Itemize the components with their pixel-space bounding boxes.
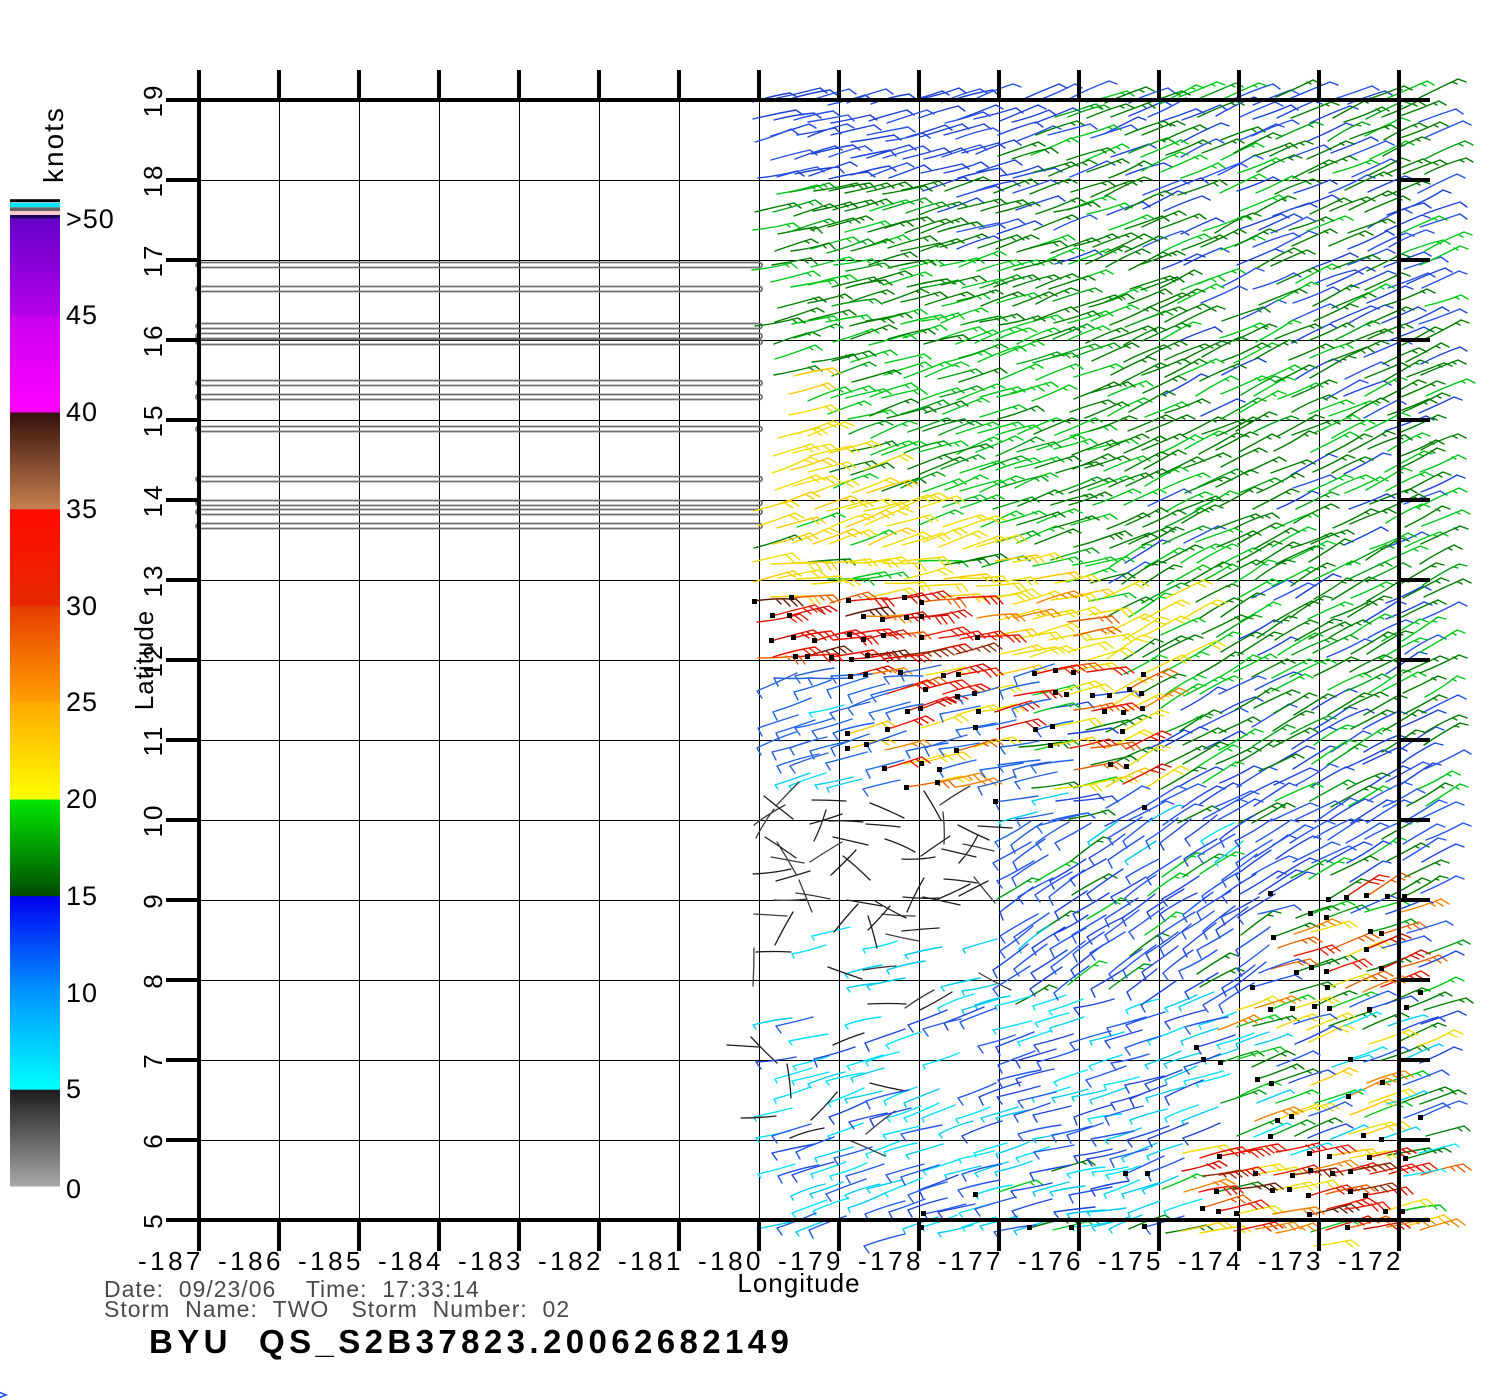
- svg-text:14: 14: [138, 483, 168, 518]
- svg-text:-187: -187: [138, 1246, 204, 1276]
- svg-text:17: 17: [138, 243, 168, 278]
- svg-text:-181: -181: [618, 1246, 684, 1276]
- svg-text:16: 16: [138, 323, 168, 358]
- svg-text:0: 0: [66, 1174, 82, 1204]
- svg-text:35: 35: [66, 494, 98, 524]
- svg-text:25: 25: [66, 687, 98, 717]
- svg-text:40: 40: [66, 397, 98, 427]
- svg-text:18: 18: [138, 163, 168, 198]
- svg-text:5: 5: [138, 1211, 168, 1228]
- svg-text:Storm Name: TWO Storm Num: Storm Name: TWO Storm Number: 02: [104, 1296, 570, 1322]
- svg-text:-172: -172: [1338, 1246, 1404, 1276]
- svg-text:15: 15: [66, 881, 98, 911]
- svg-text:-182: -182: [538, 1246, 604, 1276]
- svg-text:45: 45: [66, 300, 98, 330]
- svg-text:15: 15: [138, 403, 168, 438]
- svg-text:Date: 09/23/06 Time: 17:3: Date: 09/23/06 Time: 17:33:14: [104, 1276, 480, 1302]
- svg-text:-186: -186: [218, 1246, 284, 1276]
- svg-text:12: 12: [138, 643, 168, 678]
- svg-text:20: 20: [66, 784, 98, 814]
- svg-text:-180: -180: [698, 1246, 764, 1276]
- svg-text:6: 6: [138, 1131, 168, 1148]
- svg-text:5: 5: [66, 1074, 82, 1104]
- svg-text:13: 13: [138, 563, 168, 598]
- svg-text:Longitude: Longitude: [737, 1268, 860, 1298]
- svg-text:>50: >50: [66, 204, 115, 234]
- svg-text:-178: -178: [858, 1246, 924, 1276]
- svg-text:-177: -177: [938, 1246, 1004, 1276]
- svg-text:19: 19: [138, 83, 168, 118]
- svg-text:7: 7: [138, 1051, 168, 1068]
- svg-text:-174: -174: [1178, 1246, 1244, 1276]
- svg-text:9: 9: [138, 891, 168, 908]
- svg-text:-179: -179: [778, 1246, 844, 1276]
- svg-text:-185: -185: [298, 1246, 364, 1276]
- svg-text:-183: -183: [458, 1246, 524, 1276]
- svg-text:10: 10: [66, 978, 98, 1008]
- svg-text:10: 10: [138, 803, 168, 838]
- svg-text:-173: -173: [1258, 1246, 1324, 1276]
- svg-text:11: 11: [138, 724, 168, 757]
- svg-text:-184: -184: [378, 1246, 444, 1276]
- svg-text:Latitude: Latitude: [129, 610, 159, 711]
- svg-text:BYU QS_S2B37823.20062682149: BYU QS_S2B37823.20062682149: [149, 1323, 793, 1360]
- svg-text:8: 8: [138, 971, 168, 988]
- svg-text:30: 30: [66, 591, 98, 621]
- svg-text:knots: knots: [38, 106, 69, 183]
- svg-text:-176: -176: [1018, 1246, 1084, 1276]
- svg-text:-175: -175: [1098, 1246, 1164, 1276]
